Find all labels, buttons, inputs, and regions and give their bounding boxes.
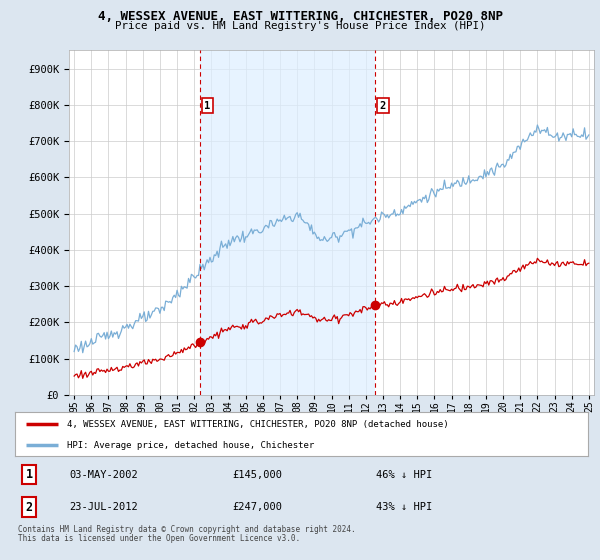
- Text: 23-JUL-2012: 23-JUL-2012: [70, 502, 138, 512]
- Bar: [200, 50, 376, 395]
- Text: 2: 2: [26, 501, 33, 514]
- Text: 1: 1: [26, 468, 33, 481]
- Text: 03-MAY-2002: 03-MAY-2002: [70, 470, 138, 479]
- Text: Contains HM Land Registry data © Crown copyright and database right 2024.: Contains HM Land Registry data © Crown c…: [18, 525, 356, 534]
- Text: This data is licensed under the Open Government Licence v3.0.: This data is licensed under the Open Gov…: [18, 534, 300, 543]
- Text: HPI: Average price, detached house, Chichester: HPI: Average price, detached house, Chic…: [67, 441, 314, 450]
- Text: 43% ↓ HPI: 43% ↓ HPI: [376, 502, 432, 512]
- Text: Price paid vs. HM Land Registry's House Price Index (HPI): Price paid vs. HM Land Registry's House …: [115, 21, 485, 31]
- Text: 1: 1: [205, 100, 211, 110]
- Text: 2: 2: [380, 100, 386, 110]
- Text: £145,000: £145,000: [233, 470, 283, 479]
- Text: 46% ↓ HPI: 46% ↓ HPI: [376, 470, 432, 479]
- Text: 4, WESSEX AVENUE, EAST WITTERING, CHICHESTER, PO20 8NP: 4, WESSEX AVENUE, EAST WITTERING, CHICHE…: [97, 10, 503, 22]
- Text: 4, WESSEX AVENUE, EAST WITTERING, CHICHESTER, PO20 8NP (detached house): 4, WESSEX AVENUE, EAST WITTERING, CHICHE…: [67, 419, 448, 428]
- Text: £247,000: £247,000: [233, 502, 283, 512]
